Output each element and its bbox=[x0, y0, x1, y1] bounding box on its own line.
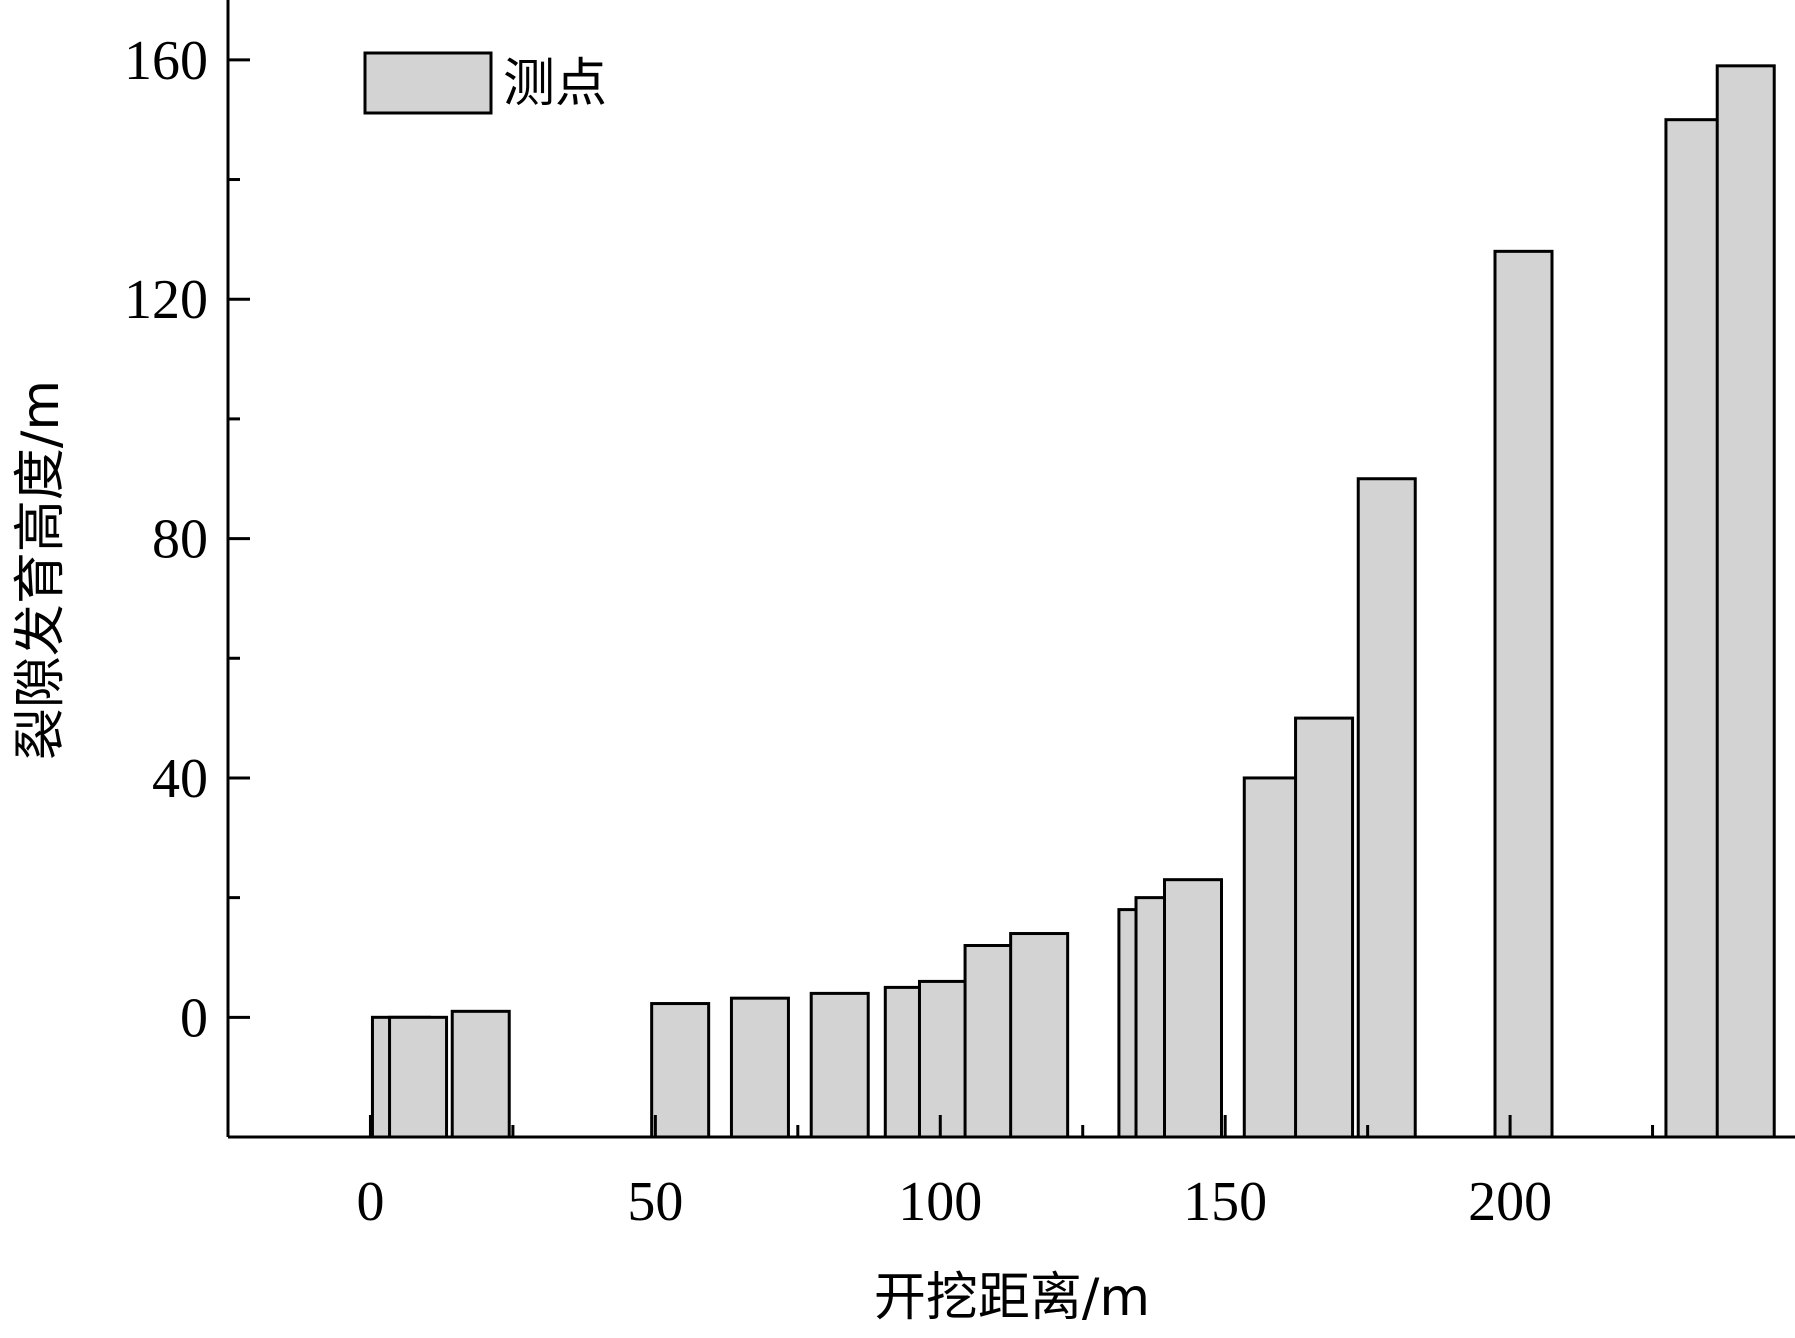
x-tick-label-3: 150 bbox=[1183, 1171, 1267, 1233]
legend: 测点 bbox=[363, 51, 607, 115]
bar-5 bbox=[809, 991, 870, 1139]
y-tick-label-0: 0 bbox=[180, 987, 208, 1049]
bar-14 bbox=[1294, 716, 1355, 1139]
bar-9 bbox=[1009, 932, 1070, 1139]
x-axis-title: 开挖距离/m bbox=[874, 1268, 1150, 1328]
bar-18 bbox=[1715, 64, 1776, 1139]
x-tick-label-2: 100 bbox=[898, 1171, 982, 1233]
y-tick-label-2: 80 bbox=[152, 509, 208, 571]
bar-4 bbox=[729, 996, 790, 1139]
x-tick-label-0: 0 bbox=[356, 1171, 384, 1233]
bar-2 bbox=[450, 1009, 511, 1139]
bar-13 bbox=[1242, 776, 1303, 1139]
legend-swatch bbox=[363, 51, 493, 115]
bar-1 bbox=[388, 1015, 449, 1139]
x-tick-label-4: 200 bbox=[1468, 1171, 1552, 1233]
x-tick-label-1: 50 bbox=[627, 1171, 683, 1233]
y-axis-title: 裂隙发育高度/m bbox=[11, 380, 71, 760]
bars-layer bbox=[370, 64, 1776, 1139]
bar-15 bbox=[1356, 477, 1417, 1139]
axes-layer bbox=[226, 0, 1795, 1139]
y-tick-label-4: 160 bbox=[124, 30, 208, 92]
bar-17 bbox=[1664, 118, 1725, 1139]
bar-12 bbox=[1163, 878, 1224, 1139]
y-tick-label-1: 40 bbox=[152, 748, 208, 810]
y-ticks: 0 40 80 120 160 bbox=[124, 30, 250, 1139]
bar-3 bbox=[650, 1002, 711, 1139]
y-tick-label-3: 120 bbox=[124, 269, 208, 331]
legend-label: 测点 bbox=[503, 54, 607, 114]
bar-16 bbox=[1493, 249, 1554, 1139]
x-ticks: 0 50 100 150 200 bbox=[356, 1115, 1655, 1233]
